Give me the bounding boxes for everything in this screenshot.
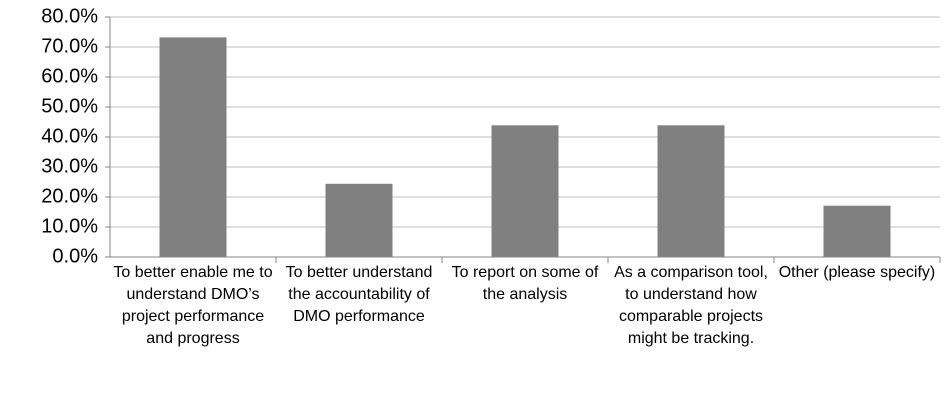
y-tick-label: 50.0% xyxy=(41,95,98,117)
x-tick-label: Other (please specify) xyxy=(778,264,936,281)
x-tick-label: To report on some of the analysis xyxy=(451,264,599,303)
y-tick-label: 30.0% xyxy=(41,155,98,177)
bar xyxy=(823,205,891,257)
bar xyxy=(325,183,393,257)
x-tick-label: As a comparison tool, to understand how … xyxy=(614,264,768,347)
y-tick-label: 70.0% xyxy=(41,35,98,57)
y-tick-label: 10.0% xyxy=(41,215,98,237)
y-tick-label: 80.0% xyxy=(41,5,98,27)
y-tick-label: 20.0% xyxy=(41,185,98,207)
bar xyxy=(657,125,725,257)
y-tick-label: 0.0% xyxy=(52,245,98,267)
bar xyxy=(159,37,227,258)
bar xyxy=(491,125,559,257)
y-tick-label: 60.0% xyxy=(41,65,98,87)
x-tick-label: To better enable me to understand DMO’s … xyxy=(113,264,273,347)
x-tick-label: To better understand the accountability … xyxy=(285,264,433,325)
y-tick-label: 40.0% xyxy=(41,125,98,147)
